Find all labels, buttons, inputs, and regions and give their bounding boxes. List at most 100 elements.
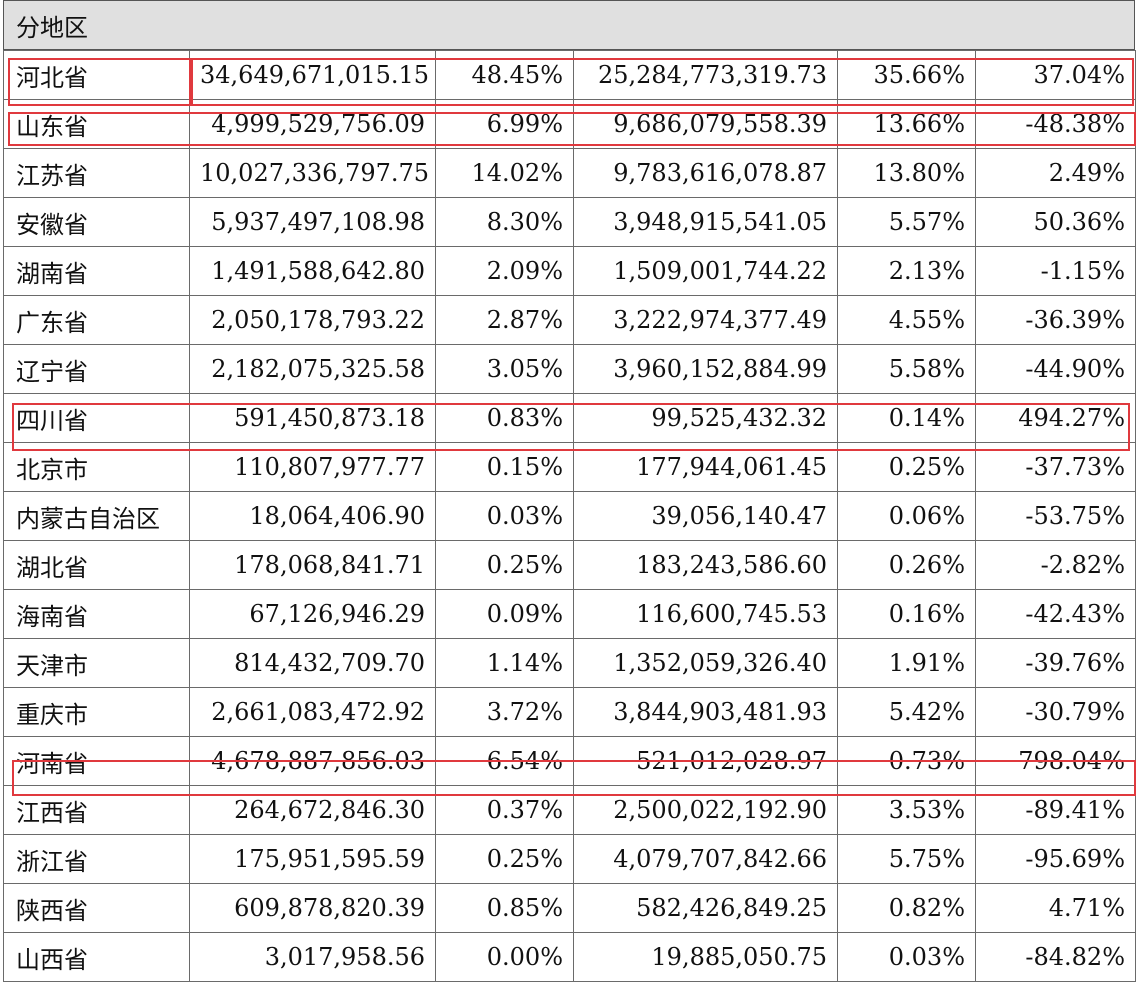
prior-share-cell: 5.42% [837, 687, 976, 737]
table-row: 陕西省 609,878,820.39 0.85% 582,426,849.25 0.82… [3, 883, 1136, 933]
yoy-change-cell: -2.82% [975, 540, 1136, 590]
prior-amount-cell: 4,079,707,842.66 [573, 834, 838, 884]
current-share-cell: 0.25% [435, 540, 574, 590]
prior-share-cell: 13.80% [837, 148, 976, 198]
current-share-cell: 0.83% [435, 393, 574, 443]
current-amount-cell: 591,450,873.18 [189, 393, 436, 443]
yoy-change-cell: -84.82% [975, 932, 1136, 982]
current-share-cell: 3.72% [435, 687, 574, 737]
current-amount-cell: 3,017,958.56 [189, 932, 436, 982]
prior-amount-cell: 3,948,915,541.05 [573, 197, 838, 247]
table-row: 湖南省 1,491,588,642.80 2.09% 1,509,001,744.22… [3, 246, 1136, 296]
region-name-cell: 天津市 [3, 638, 190, 688]
table-row: 山东省 4,999,529,756.09 6.99% 9,686,079,558.39… [3, 99, 1136, 149]
yoy-change-cell: -1.15% [975, 246, 1136, 296]
table-row: 内蒙古自治区 18,064,406.90 0.03% 39,056,140.47 0.0… [3, 491, 1136, 541]
current-share-cell: 0.00% [435, 932, 574, 982]
current-amount-cell: 175,951,595.59 [189, 834, 436, 884]
region-name-cell: 广东省 [3, 295, 190, 345]
prior-amount-cell: 1,509,001,744.22 [573, 246, 838, 296]
table-row: 四川省 591,450,873.18 0.83% 99,525,432.32 0.14%… [3, 393, 1136, 443]
table-row: 江西省 264,672,846.30 0.37% 2,500,022,192.90 3.… [3, 785, 1136, 835]
prior-amount-cell: 521,012,028.97 [573, 736, 838, 786]
prior-amount-cell: 39,056,140.47 [573, 491, 838, 541]
table-row: 浙江省 175,951,595.59 0.25% 4,079,707,842.66 5.… [3, 834, 1136, 884]
prior-amount-cell: 9,686,079,558.39 [573, 99, 838, 149]
current-amount-cell: 34,649,671,015.15 [189, 50, 436, 100]
region-name-cell: 湖南省 [3, 246, 190, 296]
region-name-cell: 江苏省 [3, 148, 190, 198]
current-amount-cell: 264,672,846.30 [189, 785, 436, 835]
section-header: 分地区 [3, 0, 1135, 50]
prior-share-cell: 0.25% [837, 442, 976, 492]
yoy-change-cell: 2.49% [975, 148, 1136, 198]
prior-amount-cell: 3,844,903,481.93 [573, 687, 838, 737]
prior-share-cell: 5.57% [837, 197, 976, 247]
yoy-change-cell: 494.27% [975, 393, 1136, 443]
current-amount-cell: 10,027,336,797.75 [189, 148, 436, 198]
table-row: 天津市 814,432,709.70 1.14% 1,352,059,326.40 1.… [3, 638, 1136, 688]
section-label: 分地区 [16, 13, 88, 42]
prior-share-cell: 0.73% [837, 736, 976, 786]
current-share-cell: 0.03% [435, 491, 574, 541]
table-row: 重庆市 2,661,083,472.92 3.72% 3,844,903,481.93… [3, 687, 1136, 737]
prior-share-cell: 2.13% [837, 246, 976, 296]
yoy-change-cell: 50.36% [975, 197, 1136, 247]
current-amount-cell: 67,126,946.29 [189, 589, 436, 639]
prior-share-cell: 0.82% [837, 883, 976, 933]
prior-share-cell: 4.55% [837, 295, 976, 345]
region-name-cell: 内蒙古自治区 [3, 491, 190, 541]
current-amount-cell: 4,678,887,856.03 [189, 736, 436, 786]
yoy-change-cell: -95.69% [975, 834, 1136, 884]
table-row: 海南省 67,126,946.29 0.09% 116,600,745.53 0.16%… [3, 589, 1136, 639]
current-share-cell: 14.02% [435, 148, 574, 198]
yoy-change-cell: 37.04% [975, 50, 1136, 100]
current-amount-cell: 4,999,529,756.09 [189, 99, 436, 149]
yoy-change-cell: -53.75% [975, 491, 1136, 541]
current-amount-cell: 609,878,820.39 [189, 883, 436, 933]
region-name-cell: 江西省 [3, 785, 190, 835]
current-share-cell: 0.25% [435, 834, 574, 884]
prior-amount-cell: 2,500,022,192.90 [573, 785, 838, 835]
current-share-cell: 6.54% [435, 736, 574, 786]
current-share-cell: 1.14% [435, 638, 574, 688]
prior-amount-cell: 99,525,432.32 [573, 393, 838, 443]
prior-share-cell: 3.53% [837, 785, 976, 835]
prior-share-cell: 35.66% [837, 50, 976, 100]
table-row: 山西省 3,017,958.56 0.00% 19,885,050.75 0.03% -8… [3, 932, 1136, 982]
prior-amount-cell: 3,222,974,377.49 [573, 295, 838, 345]
region-name-cell: 海南省 [3, 589, 190, 639]
table-row: 广东省 2,050,178,793.22 2.87% 3,222,974,377.49… [3, 295, 1136, 345]
current-share-cell: 8.30% [435, 197, 574, 247]
prior-amount-cell: 19,885,050.75 [573, 932, 838, 982]
region-name-cell: 陕西省 [3, 883, 190, 933]
current-share-cell: 2.87% [435, 295, 574, 345]
current-share-cell: 6.99% [435, 99, 574, 149]
current-amount-cell: 110,807,977.77 [189, 442, 436, 492]
prior-share-cell: 0.03% [837, 932, 976, 982]
current-share-cell: 0.15% [435, 442, 574, 492]
current-amount-cell: 2,050,178,793.22 [189, 295, 436, 345]
yoy-change-cell: -89.41% [975, 785, 1136, 835]
region-table-wrapper: 分地区 河北省 34,649,671,015.15 48.45% 25,284,773… [3, 0, 1136, 982]
table-row: 湖北省 178,068,841.71 0.25% 183,243,586.60 0.26… [3, 540, 1136, 590]
table-row: 辽宁省 2,182,075,325.58 3.05% 3,960,152,884.99… [3, 344, 1136, 394]
prior-share-cell: 1.91% [837, 638, 976, 688]
prior-amount-cell: 177,944,061.45 [573, 442, 838, 492]
current-share-cell: 0.09% [435, 589, 574, 639]
table-row: 河南省 4,678,887,856.03 6.54% 521,012,028.97 0.… [3, 736, 1136, 786]
current-share-cell: 3.05% [435, 344, 574, 394]
yoy-change-cell: -48.38% [975, 99, 1136, 149]
yoy-change-cell: -42.43% [975, 589, 1136, 639]
region-name-cell: 山东省 [3, 99, 190, 149]
prior-amount-cell: 25,284,773,319.73 [573, 50, 838, 100]
current-amount-cell: 814,432,709.70 [189, 638, 436, 688]
prior-amount-cell: 582,426,849.25 [573, 883, 838, 933]
prior-share-cell: 5.75% [837, 834, 976, 884]
current-amount-cell: 18,064,406.90 [189, 491, 436, 541]
table-row: 江苏省 10,027,336,797.75 14.02% 9,783,616,078.… [3, 148, 1136, 198]
yoy-change-cell: -39.76% [975, 638, 1136, 688]
prior-share-cell: 5.58% [837, 344, 976, 394]
current-share-cell: 0.85% [435, 883, 574, 933]
prior-share-cell: 13.66% [837, 99, 976, 149]
